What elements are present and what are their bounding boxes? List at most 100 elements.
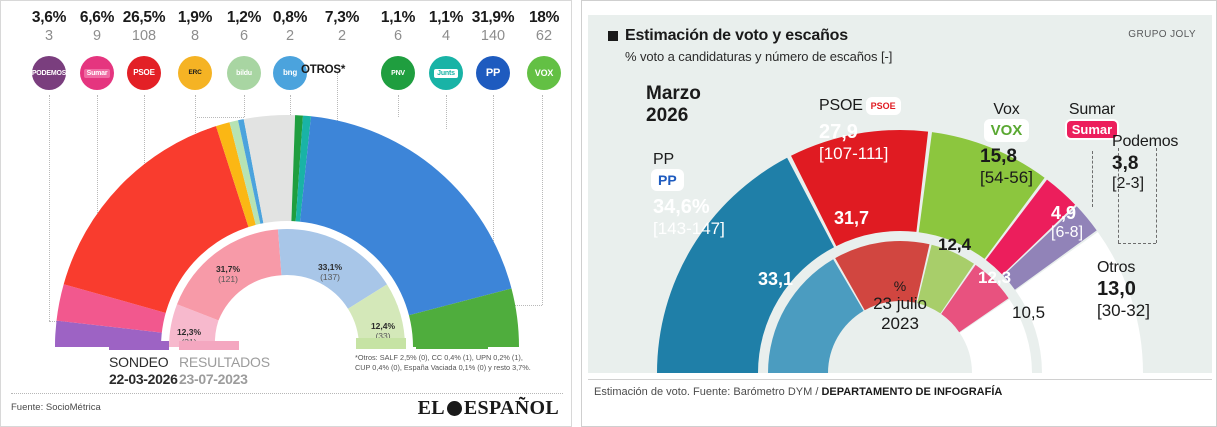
annotation-otros-value: 13,0: [1097, 278, 1136, 300]
party-stat-vox: 18% 62: [514, 9, 571, 45]
brand-el-espanol: EL ESPAÑOL: [418, 397, 559, 420]
inner-segment-sumar: [941, 264, 1009, 333]
right-inner-ring: [768, 241, 1032, 373]
brand-part2: ESPAÑOL: [463, 397, 559, 419]
left-source: Fuente: SocioMétrica: [11, 402, 101, 413]
logo-label: PSOE: [133, 68, 155, 77]
right-period-line2: 2026: [646, 105, 689, 126]
lion-icon: [446, 401, 462, 416]
inner-annotation-otros: 10,5: [1012, 303, 1045, 323]
right-period-label: Marzo 2026: [646, 83, 701, 127]
annotation-pp-name: PP: [653, 151, 674, 168]
leader-podemos-v: [1118, 148, 1119, 243]
inner-segment-vox: [917, 244, 974, 314]
inner-label-psoe-seats: (121): [218, 274, 238, 284]
annotation-psoe-range: [107-111]: [819, 144, 889, 163]
party-pct: 18%: [528, 9, 560, 26]
segment-podemos: [1003, 206, 1097, 290]
inner-segment-otros: [959, 299, 1032, 373]
psoe-rose-icon: PSOE: [867, 99, 899, 113]
inner-annotation-sumar-value: 12,3: [978, 268, 1012, 287]
logo-label: Junts: [434, 68, 458, 78]
logo-label: PODEMOS: [32, 69, 66, 77]
leader-line-bng: [290, 95, 291, 129]
inner-annotation-pp-value: 33,1: [758, 269, 794, 289]
legend-swatch-green-dark: [416, 338, 488, 349]
left-donut-svg: 12,3% (31) 31,7% (121) 33,1% (137) 12,4%…: [55, 114, 519, 362]
leader-line-otros: [337, 73, 338, 141]
annotation-vox-range: [54-56]: [980, 168, 1033, 187]
left-party-stats-row: 3,6% 3 6,6% 9 26,5% 108 1,9% 8 1,2% 6 0,…: [1, 9, 571, 57]
annotation-vox-name: Vox: [993, 101, 1020, 118]
legend-sondeo-date: 22-03-2026: [109, 371, 178, 387]
legend-swatch-resultados: [179, 341, 239, 350]
party-pct: 3,6%: [31, 9, 67, 26]
annotation-psoe-name: PSOE: [819, 97, 863, 114]
right-center-label: % 23 julio 2023: [830, 278, 970, 334]
legend-swatch-sondeo: [109, 341, 169, 350]
annotation-sumar-name: Sumar: [1068, 101, 1116, 118]
leader-line-pnv: [398, 95, 399, 117]
party-pct: 31,9%: [471, 9, 515, 26]
legend-resultados-date: 23-07-2023: [179, 371, 248, 387]
leader-line-podemos: [49, 95, 50, 321]
right-center-pct: %: [893, 278, 907, 294]
logo-label: Sumar: [83, 68, 111, 78]
party-seats: 3: [44, 28, 54, 44]
annotation-sumar-value: 4,9: [1051, 203, 1077, 223]
party-pct: 0,8%: [272, 9, 308, 26]
inner-annotation-sumar: 12,3: [978, 268, 1011, 288]
right-panel-grupo-joly: Estimación de voto y escaños % voto a ca…: [581, 0, 1217, 427]
annotation-pp: PP PP 34,6% [143-147]: [653, 151, 725, 239]
legend-sondeo-label: SONDEO: [109, 354, 169, 370]
segment-sumar: [985, 179, 1076, 275]
logo-label: bildu: [236, 69, 252, 77]
party-seats: 108: [131, 28, 157, 44]
logo-label: PNV: [391, 69, 405, 77]
annotation-otros: Otros 13,0 [30-32]: [1097, 259, 1150, 321]
inner-annotation-psoe-value: 31,7: [834, 208, 870, 228]
inner-label-sumar-pct: 12,3%: [177, 327, 202, 337]
annotation-otros-range: [30-32]: [1097, 301, 1150, 320]
right-title-text: Estimación de voto y escaños: [625, 27, 848, 44]
leader-podemos-h: [1118, 243, 1156, 244]
annotation-sumar-values: 4,9 [6-8]: [1051, 203, 1083, 242]
party-pct: 1,9%: [177, 9, 213, 26]
logo-bng: bng: [273, 56, 307, 90]
party-seats: 2: [337, 28, 347, 44]
party-stat-psoe: 26,5% 108: [114, 9, 174, 45]
party-stat-bildu: 1,2% 6: [214, 9, 274, 45]
logo-pnv: PNV: [381, 56, 415, 90]
inner-annotation-otros-value: 10,5: [1012, 303, 1046, 322]
logo-label: ERC: [188, 68, 202, 76]
logo-vox: VOX: [527, 56, 561, 90]
logo-label: PP: [485, 66, 501, 79]
annotation-podemos-value: 3,8: [1112, 153, 1139, 174]
party-pct: 1,1%: [428, 9, 464, 26]
pp-logo-icon: PP: [653, 171, 682, 189]
party-stat-podemos: 3,6% 3: [19, 9, 79, 45]
left-panel-socio-metrica: 3,6% 3 6,6% 9 26,5% 108 1,9% 8 1,2% 6 0,…: [0, 0, 572, 427]
annotation-psoe-value: 27,9: [819, 121, 858, 143]
party-stat-pnv: 1,1% 6: [368, 9, 428, 45]
right-center-line2: 2023: [881, 314, 919, 333]
leader-sumar: [1092, 151, 1093, 207]
annotation-otros-name: Otros: [1097, 259, 1136, 276]
sumar-logo-icon: Sumar: [1066, 121, 1118, 138]
inner-annotation-vox-value: 12,4: [938, 235, 972, 254]
inner-annotation-pp: 33,1: [758, 269, 793, 290]
vox-logo-icon: VOX: [985, 121, 1028, 140]
leader-line-vox: [542, 95, 543, 305]
left-semicircle-chart: 12,3% (31) 31,7% (121) 33,1% (137) 12,4%…: [17, 97, 557, 362]
leader-podemos-v2: [1156, 148, 1157, 243]
annotation-podemos: Podemos 3,8 [2-3]: [1112, 133, 1178, 193]
party-stat-erc: 1,9% 8: [165, 9, 225, 45]
annotation-podemos-name: Podemos: [1112, 133, 1179, 150]
outer-ring-sondeo: [55, 114, 519, 347]
segment-vox: [918, 132, 1045, 259]
leader-line-sumar: [97, 95, 98, 285]
annotation-vox: Vox VOX 15,8 [54-56]: [980, 101, 1033, 188]
party-pct: 6,6%: [79, 9, 115, 26]
party-seats: 4: [441, 28, 451, 44]
